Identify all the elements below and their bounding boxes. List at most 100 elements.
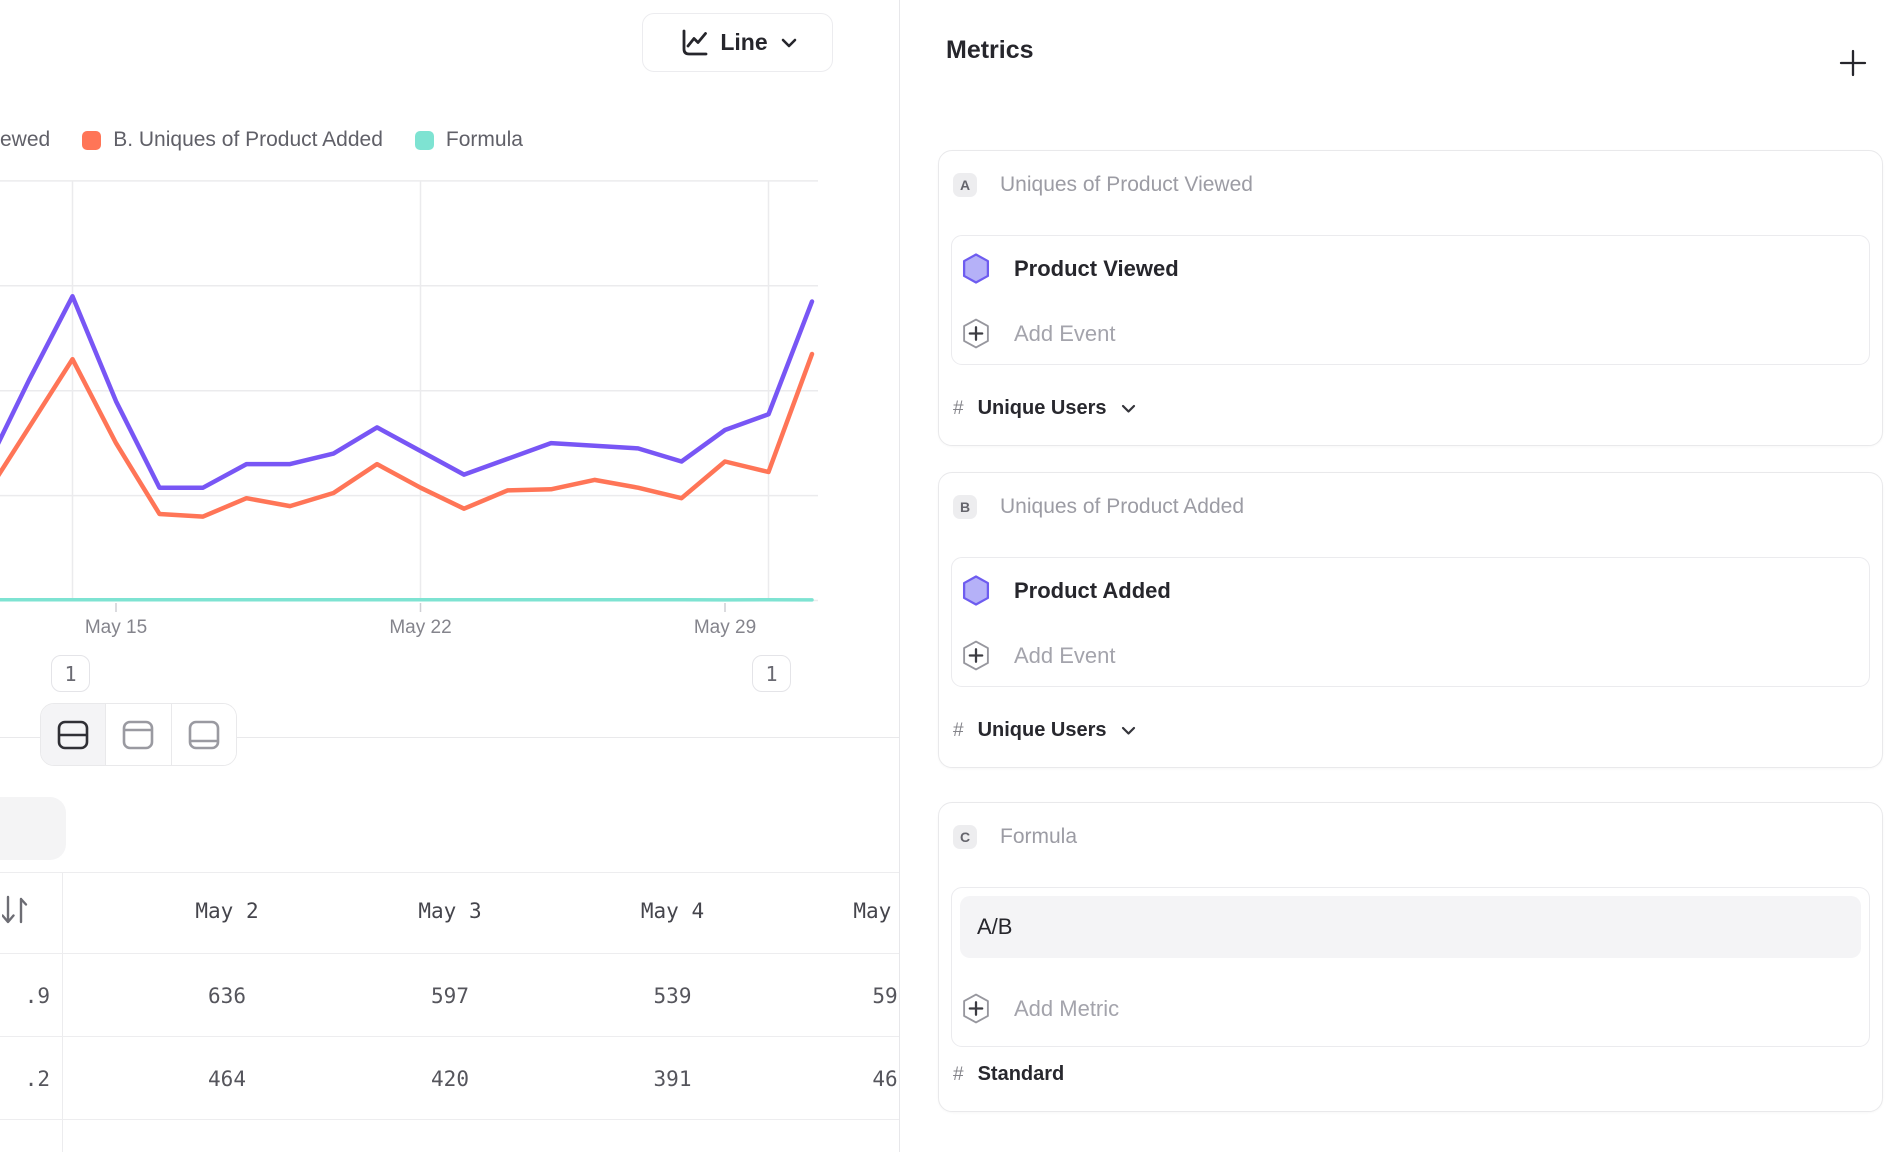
legend-item-0[interactable]: ewed — [0, 128, 50, 152]
event-name: Product Viewed — [1014, 255, 1179, 281]
frozen-cell: .3 — [0, 1150, 50, 1152]
chart-section: Line ewed B. Uniques of Product Added Form… — [0, 0, 899, 1152]
hexagon-plus-icon — [962, 318, 990, 349]
metrics-panel: Metrics A Uniques of Product Viewed Prod… — [900, 0, 1898, 1152]
layout-table-only-button[interactable] — [170, 704, 236, 765]
metric-title: Uniques of Product Added — [1000, 495, 1245, 518]
measure-label: Standard — [977, 1063, 1065, 1085]
chevron-down-icon — [781, 38, 797, 48]
measure-dropdown[interactable]: # Unique Users — [953, 719, 1136, 742]
metrics-panel-title: Metrics — [946, 36, 1034, 64]
table-cell: 1.42 — [365, 1150, 535, 1152]
layout-split-button[interactable] — [41, 704, 106, 765]
table-cell: 1.38 — [588, 1150, 758, 1152]
metric-card-c: C Formula A/B Add Metric # Standard — [938, 802, 1883, 1112]
table-cell: 46 — [872, 1067, 898, 1091]
legend-label: ewed — [0, 128, 51, 151]
legend-item-1[interactable]: B. Uniques of Product Added — [82, 128, 383, 152]
add-metric-label: Add Metric — [1014, 995, 1120, 1021]
event-box: Product Viewed Add Event — [951, 235, 1870, 365]
table-row: .2 464 420 391 46 — [0, 1037, 899, 1120]
line-chart-icon — [678, 28, 709, 58]
table-row: May 2 May 3 May 4 May 5 — [0, 873, 899, 954]
legend-label: B. Uniques of Product Added — [113, 128, 383, 151]
formula-text: A/B — [977, 914, 1013, 939]
measure-dropdown[interactable]: # Unique Users — [953, 397, 1136, 420]
table-row: .3 1.37 1.42 1.38 1.2 — [0, 1120, 899, 1152]
add-event-label: Add Event — [1014, 642, 1116, 668]
table-cell: 1.37 — [142, 1150, 312, 1152]
frozen-cell: .9 — [24, 984, 50, 1008]
table-cell: 539 — [653, 984, 692, 1008]
formula-box: A/B Add Metric — [951, 887, 1870, 1047]
layout-toggle-group — [40, 703, 237, 766]
annotation-badge-left[interactable]: 1 — [51, 655, 90, 692]
legend-label: Formula — [445, 128, 523, 151]
hexagon-plus-icon — [962, 640, 990, 671]
annotation-badge-right[interactable]: 1 — [752, 655, 791, 692]
hexagon-event-icon — [962, 575, 990, 606]
add-event-row[interactable]: Add Event — [952, 623, 1869, 688]
legend-swatch — [414, 130, 434, 150]
hash-icon: # — [953, 397, 964, 419]
legend-item-2[interactable]: Formula — [414, 128, 523, 152]
hexagon-event-icon — [962, 253, 990, 284]
event-row[interactable]: Product Viewed — [952, 236, 1869, 301]
measure-label: Unique Users — [977, 719, 1107, 741]
event-box: Product Added Add Event — [951, 557, 1870, 687]
series-line-a[interactable] — [0, 294, 815, 490]
x-axis-label: May 15 — [85, 617, 147, 638]
plus-icon[interactable] — [1838, 48, 1868, 78]
hash-icon: # — [953, 719, 964, 741]
hash-icon: # — [953, 1063, 964, 1085]
chevron-down-icon — [1121, 726, 1136, 736]
legend-swatch — [82, 130, 102, 150]
x-axis-label: May 22 — [389, 617, 451, 638]
table-cell: 597 — [431, 984, 469, 1008]
table-cell: 59 — [872, 984, 898, 1008]
breakdown-table: May 2 May 3 May 4 May 5 .9 636 597 539 59 .2 464 42… — [0, 872, 899, 1152]
series-line-b[interactable] — [0, 351, 815, 519]
hexagon-plus-icon — [962, 993, 990, 1024]
add-event-label: Add Event — [1014, 320, 1116, 346]
layout-chart-only-button[interactable] — [105, 704, 171, 765]
add-event-row[interactable]: Add Event — [952, 301, 1869, 366]
add-metric-row[interactable]: Add Metric — [952, 976, 1869, 1041]
chart-legend: ewed B. Uniques of Product Added Formula — [0, 124, 523, 156]
frozen-column-divider — [62, 873, 63, 1152]
section-divider — [0, 737, 899, 738]
column-header[interactable]: May 5 — [853, 899, 899, 923]
table-cell: 464 — [208, 1067, 246, 1091]
table-row: .9 636 597 539 59 — [0, 954, 899, 1037]
measure-label: Unique Users — [977, 397, 1107, 419]
table-cell: 420 — [431, 1067, 469, 1091]
table-corner-tab[interactable] — [0, 797, 66, 860]
chart-type-button[interactable]: Line — [642, 13, 833, 72]
metric-title: Formula — [1000, 825, 1078, 848]
line-chart: May 15 May 22 May 29 — [0, 180, 818, 638]
event-row[interactable]: Product Added — [952, 558, 1869, 623]
event-name: Product Added — [1014, 577, 1171, 603]
metric-badge: A — [953, 173, 977, 197]
pane-divider — [899, 0, 900, 1152]
metric-badge: B — [953, 495, 977, 519]
sort-descending-icon[interactable] — [1, 891, 32, 938]
chevron-down-icon — [1121, 404, 1136, 414]
table-cell: 636 — [208, 984, 246, 1008]
metric-badge: C — [953, 825, 977, 849]
x-axis-label: May 29 — [694, 617, 756, 638]
metric-title: Uniques of Product Viewed — [1000, 173, 1253, 196]
frozen-cell: .2 — [24, 1067, 50, 1091]
column-header[interactable]: May 4 — [640, 899, 705, 923]
formula-input[interactable]: A/B — [960, 896, 1861, 958]
table-cell: 391 — [653, 1067, 692, 1091]
chart-type-label: Line — [720, 29, 768, 55]
measure-standard[interactable]: # Standard — [953, 1063, 1064, 1086]
chart-only-icon — [122, 720, 154, 750]
metric-card-a: A Uniques of Product Viewed Product View… — [938, 150, 1883, 446]
column-header[interactable]: May 2 — [195, 899, 259, 923]
table-only-icon — [188, 720, 220, 750]
column-header[interactable]: May 3 — [418, 899, 482, 923]
metric-card-b: B Uniques of Product Added Product Added — [938, 472, 1883, 768]
split-view-icon — [57, 720, 89, 750]
